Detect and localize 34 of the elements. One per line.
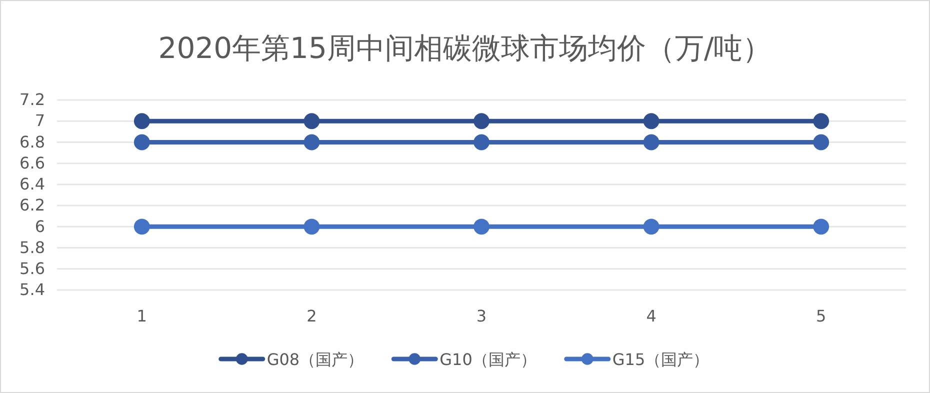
y-tick-label: 6.8 [20, 132, 45, 152]
point [474, 113, 490, 130]
y-tick-label: 5.8 [20, 238, 45, 257]
y-tick-label: 7.2 [20, 90, 45, 110]
x-tick-label: 5 [816, 306, 826, 326]
point [474, 218, 490, 235]
y-tick-label: 6.2 [20, 196, 45, 215]
y-tick-label: 7 [34, 111, 45, 130]
point [813, 134, 830, 150]
point [304, 113, 320, 130]
point [304, 218, 320, 235]
point [643, 218, 660, 235]
x-tick-label: 4 [646, 306, 656, 326]
x-tick-label: 1 [136, 306, 147, 326]
point [643, 113, 660, 130]
point [304, 134, 320, 150]
y-tick-label: 6 [34, 216, 45, 236]
point [813, 113, 830, 130]
chart-title: 2020年第15周中间相碳微球市场均价（万/吨） [158, 31, 772, 65]
legend-label: G10（国产） [440, 350, 536, 369]
point [474, 134, 490, 150]
x-tick-label: 2 [306, 306, 317, 326]
legend-label: G08（国产） [266, 350, 364, 369]
point [134, 218, 150, 235]
point [134, 113, 150, 130]
y-tick-label: 6.4 [20, 174, 45, 194]
legend-label: G15（国产） [612, 350, 710, 369]
x-tick-label: 3 [476, 306, 487, 326]
y-tick-label: 5.6 [20, 259, 45, 278]
point [813, 218, 830, 235]
y-tick-label: 6.6 [20, 153, 45, 172]
y-tick-label: 5.4 [20, 280, 45, 300]
point [134, 134, 150, 150]
point [643, 134, 660, 150]
